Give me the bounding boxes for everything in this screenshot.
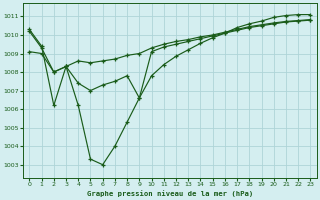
X-axis label: Graphe pression niveau de la mer (hPa): Graphe pression niveau de la mer (hPa) [87, 190, 253, 197]
